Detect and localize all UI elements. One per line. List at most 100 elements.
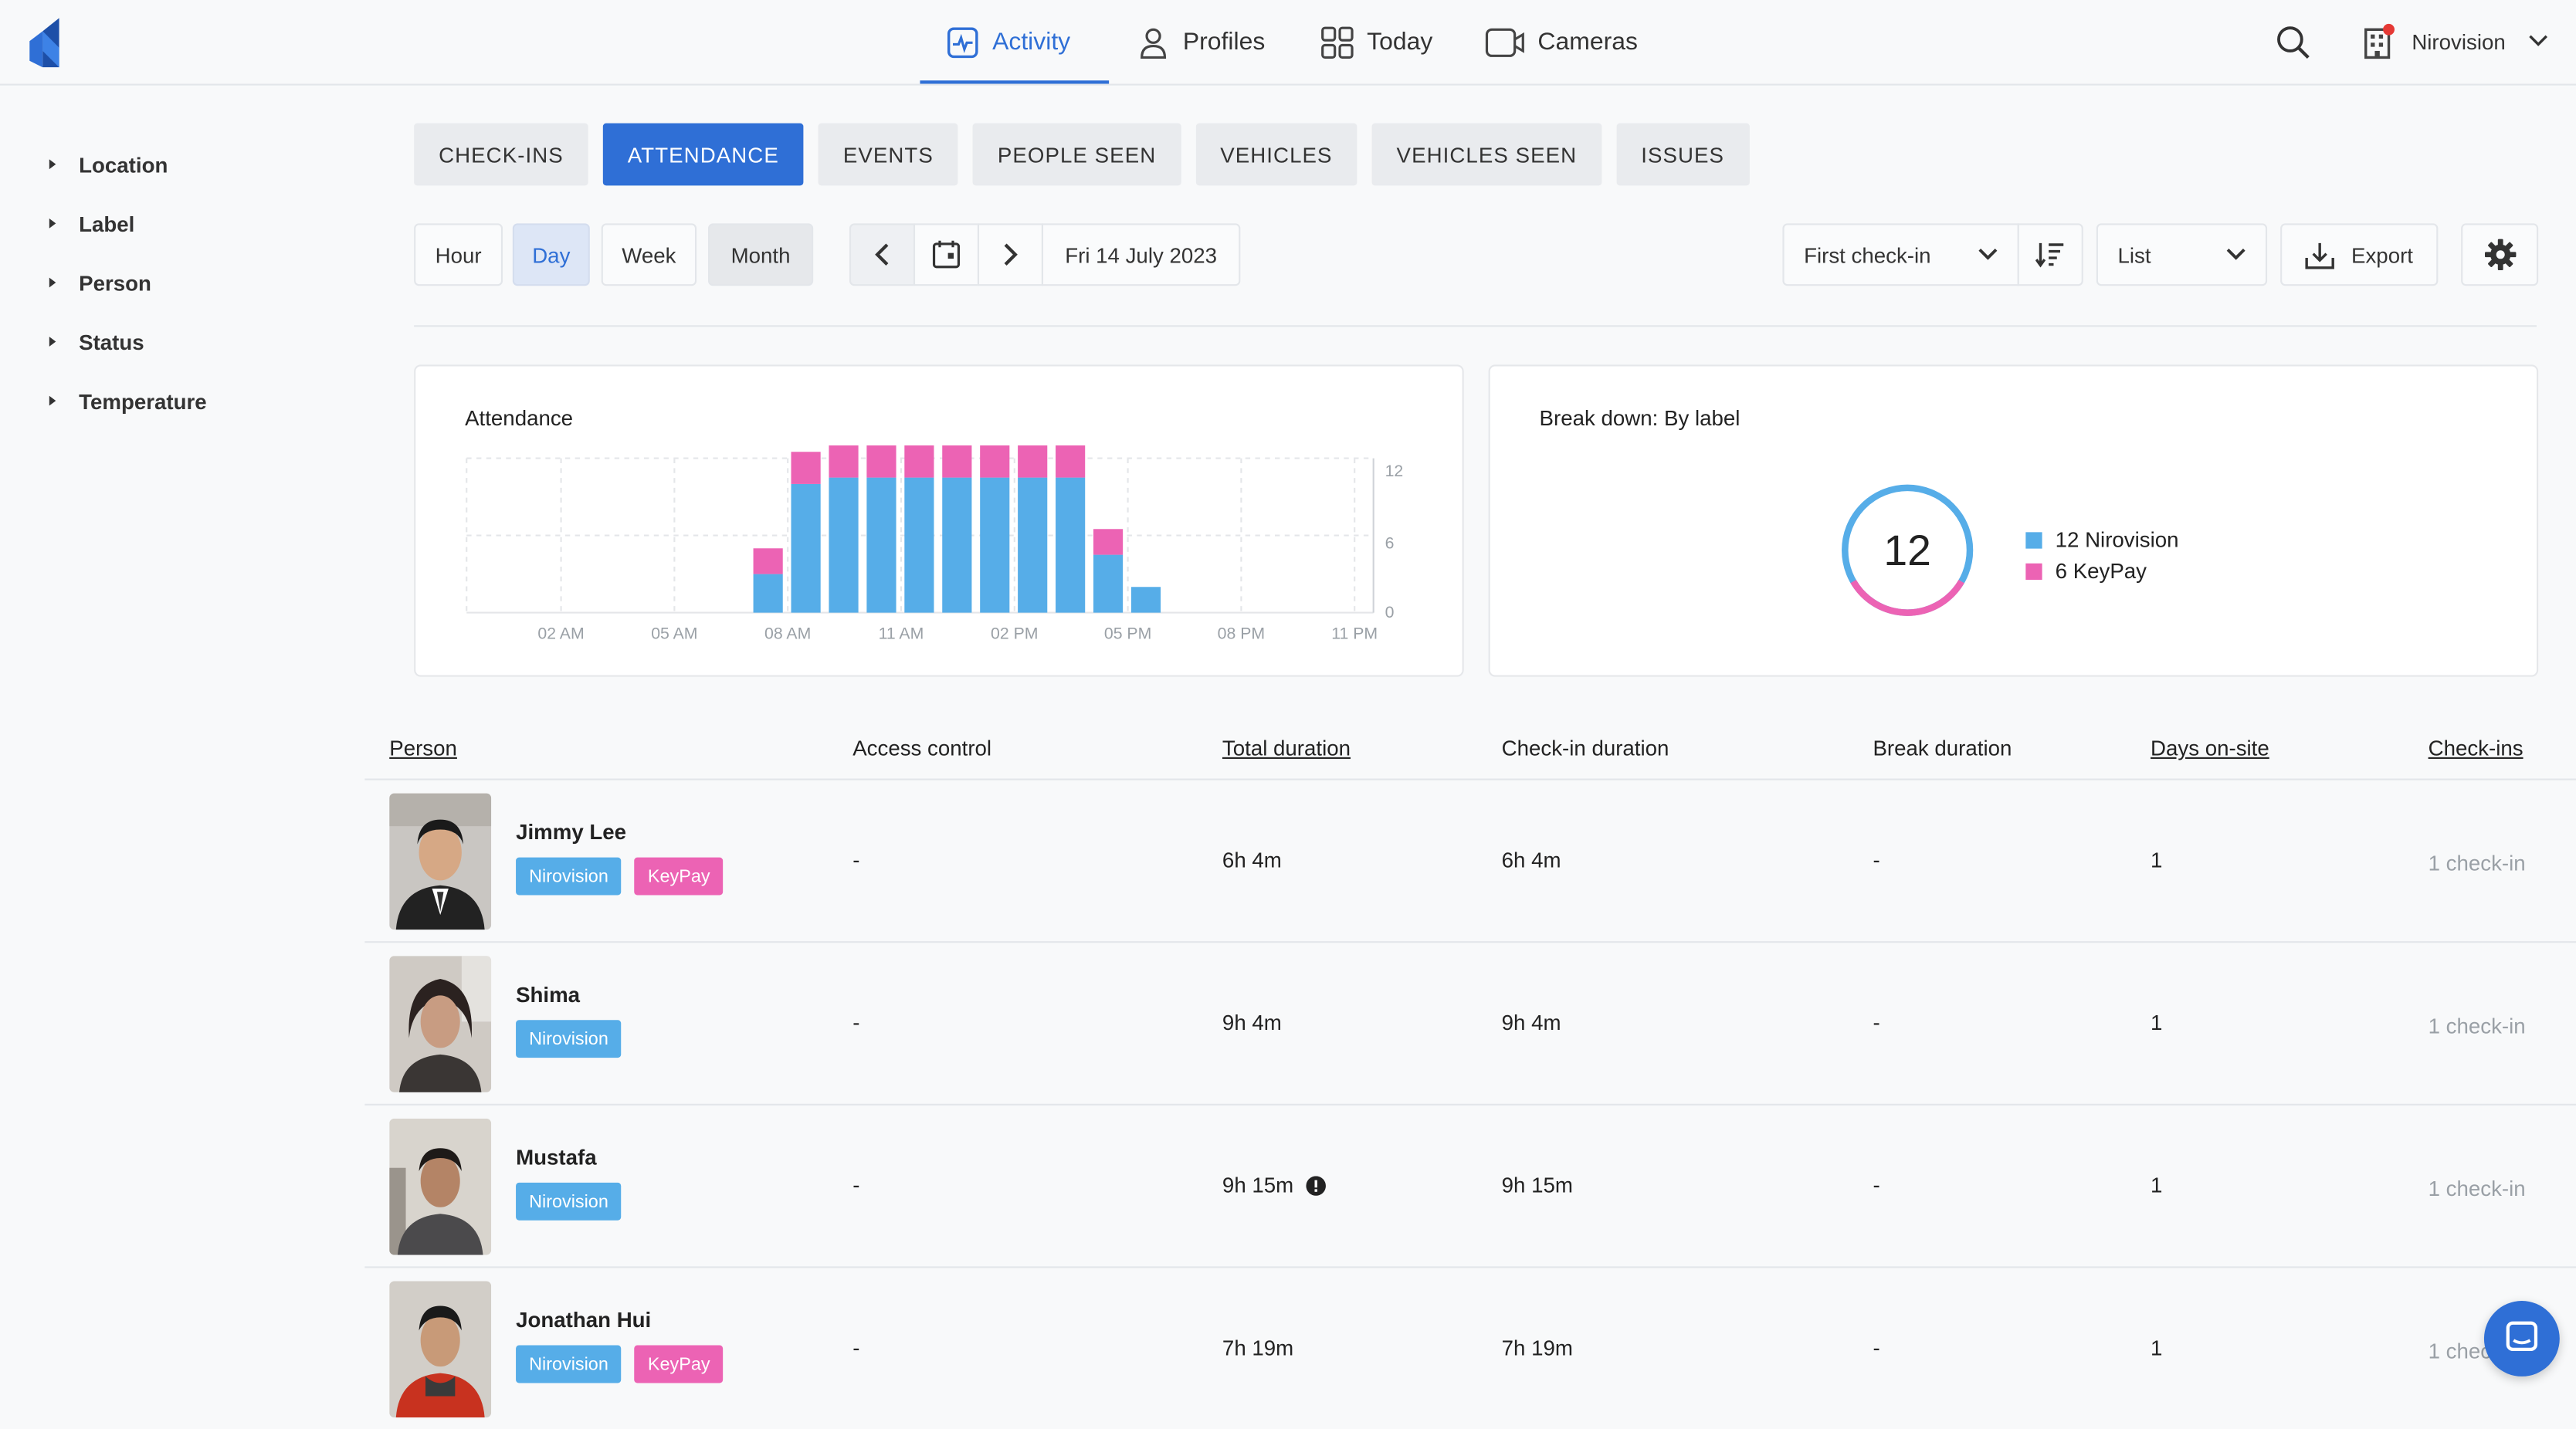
check-ins-value[interactable]: 1 check-in [2428,1176,2526,1201]
previous-date-button[interactable] [849,223,916,286]
person-icon [1141,27,1167,58]
bar-segment-keypay [1056,445,1086,478]
tab-issues[interactable]: ISSUES [1616,123,1749,186]
period-day-button[interactable]: Day [512,223,590,286]
tab-vehicles[interactable]: VEHICLES [1195,123,1357,186]
date-display[interactable]: Fri 14 July 2023 [1041,223,1241,286]
column-person[interactable]: Person [389,736,457,761]
legend-swatch [2025,531,2042,548]
person-name[interactable]: Jonathan Hui [516,1307,652,1332]
check-in-duration-value: 6h 4m [1501,847,1561,872]
bar-segment-nirovision [1093,554,1124,613]
active-nav-indicator [920,80,1110,84]
days-on-site-value: 1 [2151,1173,2163,1198]
label-badge-keypay: KeyPay [634,1345,724,1383]
y-tick-label: 6 [1385,534,1395,553]
person-name[interactable]: Shima [516,982,581,1007]
activity-icon [947,26,978,58]
settings-button[interactable] [2461,223,2539,286]
check-ins-value[interactable]: 1 check-in [2428,851,2526,876]
column-break-duration: Break duration [1873,736,2012,761]
break-duration-value: - [1873,847,1880,872]
check-ins-value[interactable]: 1 check-in [2428,1013,2526,1038]
chevron-right-icon [1004,243,1018,266]
tab-vehicles-seen[interactable]: VEHICLES SEEN [1371,123,1602,186]
nav-profiles[interactable]: Profiles [1137,0,1265,84]
table-row[interactable]: Shima Nirovision - 9h 4m 9h 4m - 1 1 che… [364,943,2576,1106]
org-switcher[interactable]: Nirovision [2362,23,2548,59]
access-control-value: - [852,847,860,872]
filter-status[interactable]: Status [49,312,207,371]
calendar-icon [932,240,961,269]
days-on-site-value: 1 [2151,1335,2163,1360]
caret-right-icon [49,337,56,347]
check-in-duration-value: 7h 19m [1501,1335,1573,1360]
nirovision-logo[interactable] [26,18,63,68]
bar-segment-nirovision [1018,477,1048,613]
table-row[interactable]: Jonathan Hui Nirovision KeyPay - 7h 19m … [364,1268,2576,1429]
tab-attendance[interactable]: ATTENDANCE [602,123,804,186]
filter-location[interactable]: Location [49,134,207,194]
nav-activity[interactable]: Activity [946,0,1070,84]
nav-cameras-label: Cameras [1537,28,1638,56]
tab-check-ins[interactable]: CHECK-INS [414,123,588,186]
table-row[interactable]: Jimmy Lee Nirovision KeyPay - 6h 4m 6h 4… [364,781,2576,943]
info-alert-icon[interactable] [1306,1176,1326,1196]
avatar[interactable] [389,1281,492,1418]
legend-swatch [2025,562,2042,579]
filter-label[interactable]: Label [49,194,207,253]
view-mode-select[interactable]: List [2096,223,2268,286]
search-icon[interactable] [2276,25,2312,61]
avatar[interactable] [389,1118,492,1255]
export-button[interactable]: Export [2280,223,2439,286]
nav-today[interactable]: Today [1321,0,1432,84]
filter-label: Status [79,329,144,354]
column-days-on-site[interactable]: Days on-site [2151,736,2269,761]
column-check-in-duration: Check-in duration [1501,736,1669,761]
view-mode-value: List [2117,242,2151,267]
bar-segment-nirovision [866,477,897,613]
person-name[interactable]: Mustafa [516,1144,597,1170]
bar-segment-nirovision [942,477,972,613]
x-tick-label: 05 PM [1104,625,1151,643]
avatar[interactable] [389,956,492,1092]
column-check-ins[interactable]: Check-ins [2428,736,2523,761]
total-duration-text: 9h 15m [1222,1173,1294,1198]
period-month-button[interactable]: Month [707,223,814,286]
x-tick-label: 11 AM [879,625,924,643]
column-access-control: Access control [852,736,992,761]
sort-order-button[interactable] [2017,223,2083,286]
sort-by-value: First check-in [1804,242,1931,267]
next-date-button[interactable] [977,223,1044,286]
bar-segment-nirovision [1130,587,1161,613]
nav-cameras[interactable]: Cameras [1485,0,1638,84]
tab-events[interactable]: EVENTS [818,123,958,186]
attendance-chart: 02 AM 05 AM 08 AM 11 AM 02 PM 05 PM 08 PM 11 PM… [466,445,1404,643]
avatar[interactable] [389,793,492,930]
bar-segment-keypay [980,445,1010,478]
person-name[interactable]: Jimmy Lee [516,819,627,845]
support-chat-button[interactable] [2483,1301,2560,1377]
filter-person[interactable]: Person [49,253,207,313]
caret-right-icon [49,395,56,406]
filter-temperature[interactable]: Temperature [49,371,207,431]
tab-people-seen[interactable]: PEOPLE SEEN [972,123,1181,186]
table-row[interactable]: Mustafa Nirovision - 9h 15m 9h 15m - 1 1… [364,1106,2576,1268]
download-icon [2305,242,2335,269]
legend-text: 12 Nirovision [2055,527,2179,552]
camera-icon [1485,27,1524,56]
sort-by-select[interactable]: First check-in [1782,223,2019,286]
period-hour-button[interactable]: Hour [414,223,503,286]
bar-segment-nirovision [1056,477,1086,613]
days-on-site-value: 1 [2151,1010,2163,1035]
chat-icon [2506,1321,2538,1351]
section-divider [414,325,2537,327]
calendar-button[interactable] [913,223,980,286]
org-name: Nirovision [2412,29,2506,54]
y-tick-label: 12 [1385,462,1404,480]
period-week-button[interactable]: Week [601,223,697,286]
attendance-chart-card: Attendance 02 AM 05 AM 08 AM 11 AM 02 PM 05 P… [414,364,1464,677]
column-total-duration[interactable]: Total duration [1222,736,1351,761]
break-duration-value: - [1873,1173,1880,1198]
access-control-value: - [852,1173,860,1198]
